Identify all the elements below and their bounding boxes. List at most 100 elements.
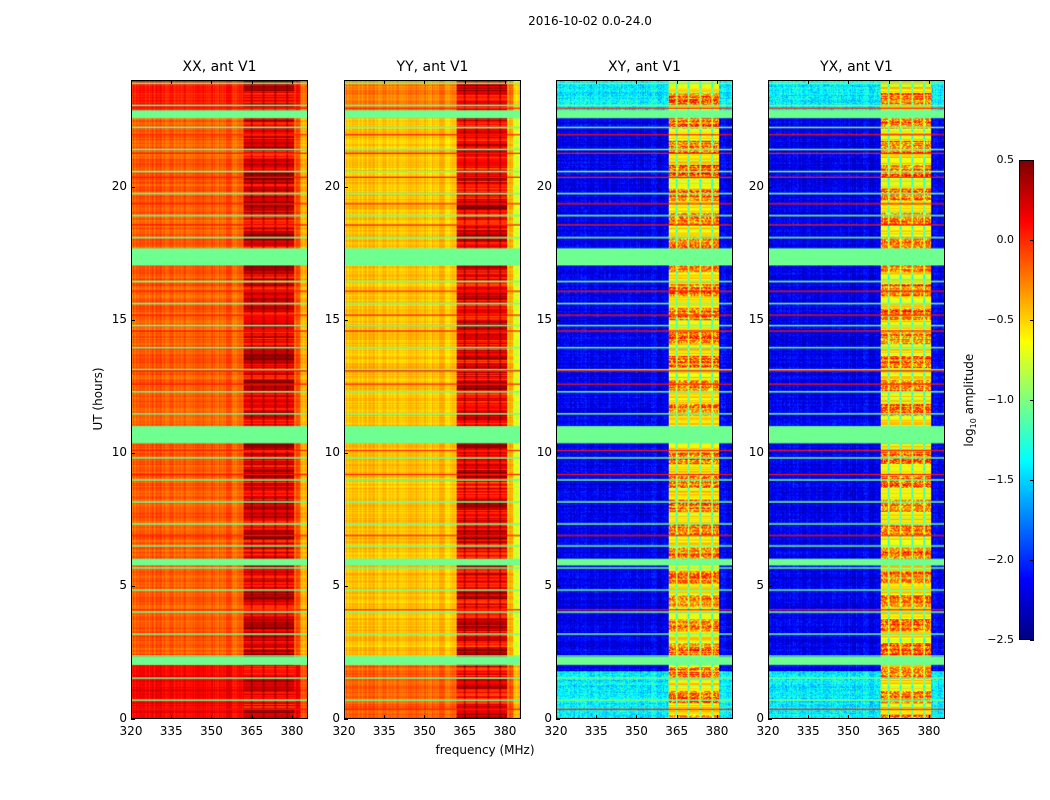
x-tick-mark [424,80,426,84]
y-tick-label: 20 [111,178,127,193]
y-tick-mark [344,719,348,720]
x-tick-label: 350 [413,724,436,738]
y-tick-label: 0 [756,711,764,725]
y-tick-label: 10 [324,444,340,459]
y-tick-label: 20 [536,178,552,193]
x-tick-mark [251,80,253,84]
colorbar-tick-mark [1030,640,1034,641]
colorbar-tick-mark [1030,560,1034,561]
y-tick-mark [131,319,135,321]
x-tick-mark [424,715,426,719]
x-tick-mark [504,80,506,84]
x-tick-label: 320 [332,724,356,738]
y-tick-label: 0 [332,711,340,725]
figure-title: 2016-10-02 0.0-24.0 [528,14,652,28]
x-tick-mark [768,80,769,84]
colorbar-tick-mark [1030,320,1034,321]
y-tick-mark [768,719,772,720]
y-tick-label: 5 [119,577,127,592]
x-tick-mark [131,715,132,719]
x-tick-mark [888,715,890,719]
x-tick-mark [676,80,678,84]
y-tick-mark [344,585,348,587]
x-tick-mark [716,715,718,719]
colorbar-tick-label: −1.5 [987,473,1014,486]
x-tick-label: 335 [372,724,396,738]
panel-title-xx: XX, ant V1 [182,59,257,75]
y-tick-label: 5 [544,577,552,592]
y-axis-label: UT (hours) [91,367,105,431]
y-tick-mark [768,319,772,321]
heatmap-canvas-yy [345,81,520,718]
y-tick-label: 10 [536,444,552,459]
x-tick-mark [131,80,132,84]
x-tick-mark [848,715,850,719]
x-tick-label: 365 [877,724,901,738]
heatmap-yx [768,80,945,719]
colorbar-tick-mark [1030,240,1034,241]
heatmap-yy [344,80,521,719]
x-axis-label: frequency (MHz) [435,743,535,757]
x-tick-mark [888,80,890,84]
y-tick-mark [344,186,348,188]
x-tick-label: 350 [625,724,648,738]
y-tick-label: 0 [119,711,127,725]
y-tick-label: 5 [332,577,340,592]
x-tick-label: 380 [917,724,941,738]
y-tick-label: 15 [536,311,552,326]
y-tick-label: 20 [748,178,764,193]
x-tick-mark [171,715,173,719]
x-tick-label: 350 [837,724,860,738]
x-tick-label: 380 [493,724,517,738]
y-tick-label: 15 [111,311,127,326]
heatmap-canvas-xy [557,81,732,718]
heatmap-xy [556,80,733,719]
colorbar-tick-mark [1030,400,1034,401]
colorbar-tick-mark [1030,480,1034,481]
heatmap-canvas-yx [769,81,944,718]
x-tick-mark [464,715,466,719]
colorbar-label: log10 amplitude [962,350,978,450]
y-tick-mark [131,452,135,454]
x-tick-mark [211,715,213,719]
x-tick-mark [291,80,293,84]
heatmap-xx [131,80,308,719]
x-tick-mark [596,715,598,719]
y-tick-mark [131,585,135,587]
x-tick-label: 365 [240,724,264,738]
x-tick-label: 320 [544,724,568,738]
colorbar-tick-label: 0.0 [996,233,1015,246]
y-tick-mark [556,585,560,587]
x-tick-mark [928,80,930,84]
colorbar-label-prefix: log [961,428,976,447]
x-tick-mark [504,715,506,719]
y-tick-label: 15 [748,311,764,326]
x-tick-mark [291,715,293,719]
y-tick-label: 10 [748,444,764,459]
x-tick-label: 335 [159,724,183,738]
x-tick-label: 335 [796,724,820,738]
x-tick-label: 320 [119,724,143,738]
y-tick-label: 5 [756,577,764,592]
x-tick-label: 335 [584,724,608,738]
x-tick-label: 350 [200,724,223,738]
y-tick-mark [344,452,348,454]
colorbar-tick-mark [1030,160,1034,161]
x-tick-mark [211,80,213,84]
y-tick-label: 15 [324,311,340,326]
colorbar-tick-label: −1.0 [987,393,1014,406]
x-tick-mark [636,80,638,84]
colorbar-tick-label: 0.5 [996,153,1015,166]
y-tick-mark [131,719,135,720]
x-tick-label: 365 [665,724,689,738]
colorbar-tick-label: −2.5 [987,633,1014,646]
x-tick-mark [384,80,386,84]
y-tick-mark [768,186,772,188]
panel-title-yx: YX, ant V1 [820,59,893,75]
heatmap-canvas-xx [132,81,307,718]
y-tick-label: 10 [111,444,127,459]
y-tick-mark [768,585,772,587]
x-tick-mark [344,715,345,719]
y-tick-mark [768,452,772,454]
